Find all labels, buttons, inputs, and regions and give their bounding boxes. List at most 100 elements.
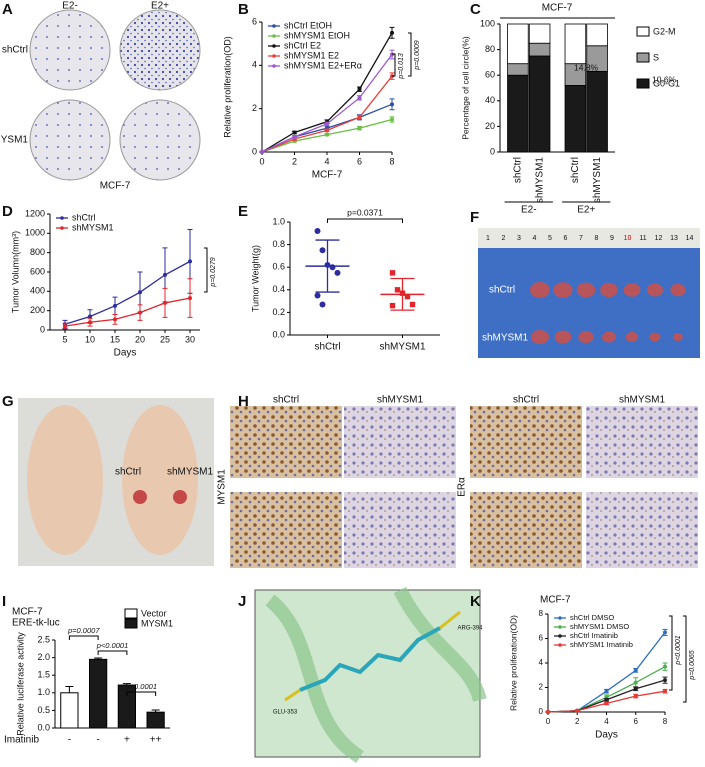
y-tick-label: 0 [252,146,257,156]
point [663,664,667,669]
legend-marker [558,625,562,629]
column-label: shCtrl [273,395,299,406]
y-tick-label: 40 [485,95,495,105]
legend-label: G0-G1 [653,78,680,88]
ruler-number: 9 [610,235,614,242]
panel-letter: A [2,1,13,18]
y-axis-label: Tumor Weight(g) [250,245,260,312]
bracket [126,691,157,696]
tumors [530,282,686,344]
ribbon [265,586,487,763]
bar-segment [586,23,608,47]
y-tick-label: 20 [485,121,495,131]
x-tick-label: shMYSM1 [379,342,426,353]
x-axis-label: Days [595,730,618,741]
chart-title: MCF-7 [540,595,571,606]
panel-letter: K [470,593,481,610]
x-axis-label: MCF-7 [312,170,343,181]
point [334,269,341,276]
ihc-image [586,406,698,478]
annotation: p<0.0001 [125,682,158,691]
mouse [122,405,198,555]
chart-title: MCF-7 [12,607,43,618]
plate [29,99,111,181]
x-tick-label: 15 [110,334,120,344]
y-axis-label: Tumor Volumn(mm³) [10,231,20,313]
y-tick-label: 200 [30,305,45,315]
annotation: 14.8% [574,62,599,72]
y-tick-label: 0.8 [272,239,285,249]
y-tick-label: 0.4 [272,284,285,294]
ihc-image [230,406,342,478]
ruler [478,228,700,248]
ligand [299,626,441,692]
chart-subtitle: ERE-tk-luc [12,618,60,629]
y-tick-label: 0.2 [272,307,285,317]
bar [146,711,165,729]
series-line [64,297,191,327]
legend-marker [558,616,562,620]
point [319,247,326,254]
point [663,630,667,635]
bar-segment [507,74,529,153]
y-tick-label: 100 [480,18,495,28]
point [292,130,297,135]
annotation: p=0.0009 [414,40,421,70]
ihc-image [230,492,342,568]
ruler-number: 3 [517,235,521,242]
bar-segment [507,63,529,76]
y-tick-label: 1.5 [37,670,50,680]
panel-letter: H [238,393,249,410]
ruler-number: 6 [564,235,568,242]
sd-bar [390,277,415,311]
y-tick-label: 0.0 [272,329,285,339]
x-tick-label: 30 [185,334,195,344]
tumor [623,283,641,297]
plate [119,99,201,181]
x-tick-label: 8 [389,156,394,166]
annotation: p=0.0371 [347,207,383,217]
bar [89,658,108,729]
point [138,290,142,295]
ruler-number: 2 [502,235,506,242]
legend-label: shCtrl E2 [284,40,321,50]
column-label: shMYSM1 [619,395,666,406]
x-tick-label: shCtrl [513,157,524,183]
annotation: p<0.0001 [96,641,129,650]
point [88,314,92,319]
x-tick-label: 6 [634,717,639,726]
x-tick-label: shMYSM1 [534,157,545,204]
point [633,686,638,691]
x-tick-label: 25 [160,334,170,344]
x-tick-label: 0 [546,717,551,726]
x-axis-label: Imatinib [4,735,39,746]
point [357,115,362,120]
group-label: E2- [521,205,537,216]
legend-label: Vector [141,608,167,618]
y-axis-label: Relative luciferase activity [15,632,25,736]
legend-swatch [636,26,650,37]
point [138,310,142,315]
ruler-number: 4 [533,235,537,242]
bar-segment [528,42,551,57]
column-label: E2+ [151,1,169,12]
panel-f: F shCtrl shMYSM1 1 2 3 4 5 6 7 8 9 10 11 12 13 14 [470,209,700,358]
y-tick-label: 60 [485,70,495,80]
y-tick-label: 0.0 [37,722,50,732]
label: shMYSM1 [167,467,214,478]
point [188,296,192,301]
column-label: shMYSM1 [377,395,424,406]
point [575,708,580,713]
point [314,292,321,299]
tumor [673,333,683,341]
tumor [578,331,594,343]
plate [29,9,111,91]
plate [119,9,201,91]
panel-h: H shCtrl shMYSM1 shCtrl shMYSM1 MYSM1 ER… [217,393,698,568]
point [663,678,667,683]
legend-label: shMYSM1 [72,222,114,232]
row-label: ERα [457,477,468,497]
y-tick-label: 0.5 [37,705,50,715]
mouse [27,405,103,555]
point [357,126,362,131]
